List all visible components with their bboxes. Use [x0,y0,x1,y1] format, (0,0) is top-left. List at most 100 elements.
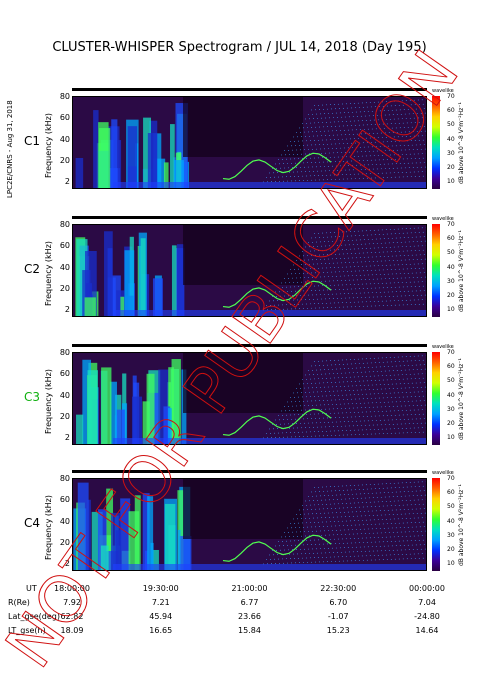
colorbar-tick: 10 [447,434,455,441]
x-tick-label: 22:30:00 [320,584,357,593]
spacecraft-label: C4 [24,516,41,530]
colorbar-tick: 70 [447,93,455,100]
colorbar-tick: 60 [447,235,455,243]
y-tick-label: 20 [59,155,70,165]
time-coverage-bar [72,470,427,473]
y-tick-label: 20 [59,411,70,421]
table-cell: 45.94 [149,612,173,621]
colorbar-tick: 40 [447,391,455,399]
x-tick-label: 18:00:00 [54,584,90,593]
table-cell: 7.04 [418,598,436,607]
colorbar [432,352,440,445]
y-tick-label: 60 [59,369,70,379]
spacecraft-label: C3 [24,390,41,404]
y-tick-label: 2 [64,305,70,314]
y-tick-label: 80 [59,220,70,229]
colorbar-tick: 40 [447,517,455,525]
table-cell: 62.82 [60,612,84,621]
y-axis-label: Frequency (kHz) [44,495,53,560]
y-tick-label: 60 [59,495,70,505]
colorbar-label: dB above 10^-8 V²m⁻²Hz⁻¹ [458,358,465,440]
time-coverage-bar [72,88,427,91]
colorbar-tick: 50 [447,377,455,385]
table-cell: 6.70 [329,598,348,607]
table-cell: 18.09 [60,626,84,635]
colorbar-tick: 20 [447,163,455,171]
x-tick-label: 19:30:00 [142,584,179,593]
time-coverage-bar [72,344,427,347]
colorbar [432,224,440,317]
chart-title: CLUSTER-WHISPER Spectrogram / JUL 14, 20… [52,40,427,55]
y-axis-label: Frequency (kHz) [44,241,53,306]
y-tick-label: 2 [64,559,70,568]
table-cell: 14.64 [415,626,439,635]
colorbar-label: dB above 10^-8 V²m⁻²Hz⁻¹ [458,102,465,184]
time-coverage-bar [72,216,427,219]
table-cell: 7.92 [63,598,81,607]
colorbar-tick: 30 [447,405,455,413]
colorbar-tick: 20 [447,419,455,427]
x-tick-label: 00:00:00 [409,584,445,593]
y-tick-label: 60 [59,113,70,123]
colorbar-tick: 20 [447,291,455,299]
colorbar-tick: 10 [447,306,455,313]
spectrogram-plot [72,478,427,571]
table-cell: 7.21 [151,598,170,607]
colorbar-tick: 10 [447,178,455,185]
colorbar-tick: 70 [447,221,455,228]
panel-c4: wavelike 80 60 40 20 2 Frequency (kHz) C4 70 60 50… [0,470,479,582]
table-cell: 23.66 [238,612,261,621]
y-axis-label: Frequency (kHz) [44,113,53,178]
colorbar [432,96,440,189]
x-tick-label: 21:00:00 [231,584,268,593]
y-tick-label: 80 [59,348,70,357]
table-row-label: UT [26,584,37,593]
table-cell: 16.65 [149,626,173,635]
colorbar-tick: 10 [447,560,455,567]
colorbar-tick: 50 [447,121,455,129]
table-row-label: R(Re) [8,598,30,607]
colorbar-tick: 60 [447,363,455,371]
table-row-label: Lat_gse(deg) [8,612,60,621]
colorbar-tick: 30 [447,149,455,157]
panel-c3: wavelike 80 60 40 20 2 Frequency (kHz) C3 70 60 50… [0,344,479,456]
panel-c1: wavelike 80 60 40 20 2 Frequency (kHz) C1 70 60 50… [0,88,479,200]
colorbar-header: wavelike [432,344,454,350]
colorbar-header: wavelike [432,216,454,222]
y-tick-label: 40 [59,262,70,272]
table-cell: -24.80 [414,612,440,621]
colorbar-tick: 20 [447,545,455,553]
colorbar-header: wavelike [432,470,454,476]
table-cell: 6.77 [240,598,259,607]
y-tick-label: 20 [59,537,70,547]
colorbar-tick: 60 [447,107,455,115]
spacecraft-label: C1 [24,134,41,148]
colorbar-header: wavelike [432,88,454,94]
colorbar-tick: 50 [447,249,455,257]
panel-c2: wavelike 80 60 40 20 2 Frequency (kHz) C2 70 60 50… [0,216,479,328]
y-tick-label: 20 [59,283,70,293]
spectrogram-plot [72,224,427,317]
y-tick-label: 40 [59,390,70,400]
table-cell: 15.23 [326,626,350,635]
table-row-label: LT_gse(h) [8,626,46,635]
colorbar-tick: 40 [447,135,455,143]
colorbar-tick: 30 [447,531,455,539]
y-tick-label: 40 [59,134,70,144]
y-tick-label: 60 [59,241,70,251]
y-tick-label: 40 [59,516,70,526]
colorbar-label: dB above 10^-8 V²m⁻²Hz⁻¹ [458,484,465,566]
colorbar-tick: 70 [447,349,455,356]
colorbar [432,478,440,571]
colorbar-tick: 50 [447,503,455,511]
colorbar-tick: 70 [447,475,455,482]
colorbar-tick: 40 [447,263,455,271]
colorbar-tick: 30 [447,277,455,285]
y-axis-label: Frequency (kHz) [44,369,53,434]
y-tick-label: 2 [64,433,70,442]
spectrogram-plot [72,352,427,445]
spectrogram-plot [72,96,427,189]
colorbar-tick: 60 [447,489,455,497]
y-tick-label: 80 [59,474,70,483]
spacecraft-label: C2 [24,262,41,276]
